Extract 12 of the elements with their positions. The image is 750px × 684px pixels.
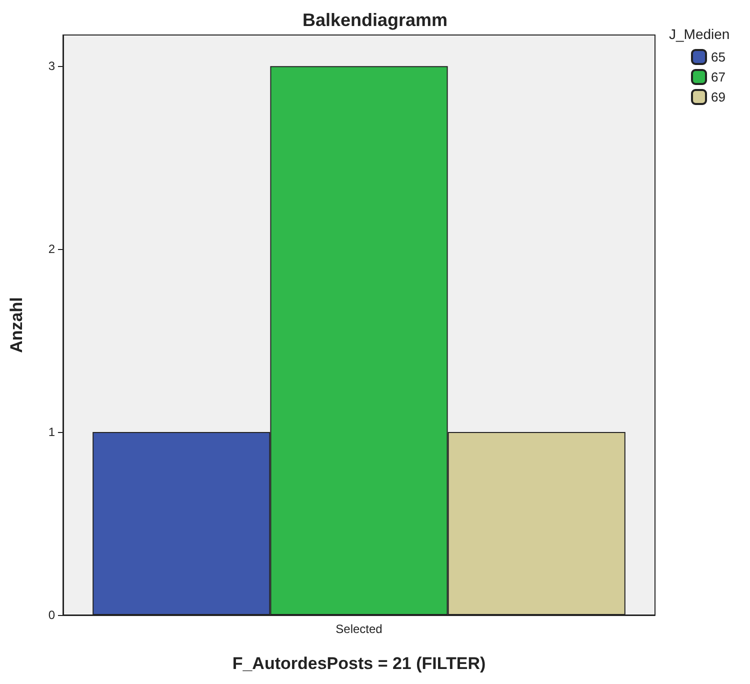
legend-title: J_Medien bbox=[669, 26, 730, 42]
y-tick-label: 3 bbox=[48, 59, 56, 74]
y-axis-title: Anzahl bbox=[7, 297, 26, 353]
chart-title: Balkendiagramm bbox=[302, 10, 448, 30]
legend-label: 67 bbox=[711, 70, 726, 84]
y-tick-label: 0 bbox=[48, 608, 56, 622]
legend-label: 65 bbox=[711, 50, 726, 64]
x-tick-label: Selected bbox=[336, 622, 382, 636]
legend-label: 69 bbox=[711, 90, 726, 104]
x-axis-title: F_AutordesPosts = 21 (FILTER) bbox=[232, 654, 486, 673]
y-tick-label: 2 bbox=[48, 242, 56, 256]
y-tick-label: 1 bbox=[48, 425, 56, 440]
